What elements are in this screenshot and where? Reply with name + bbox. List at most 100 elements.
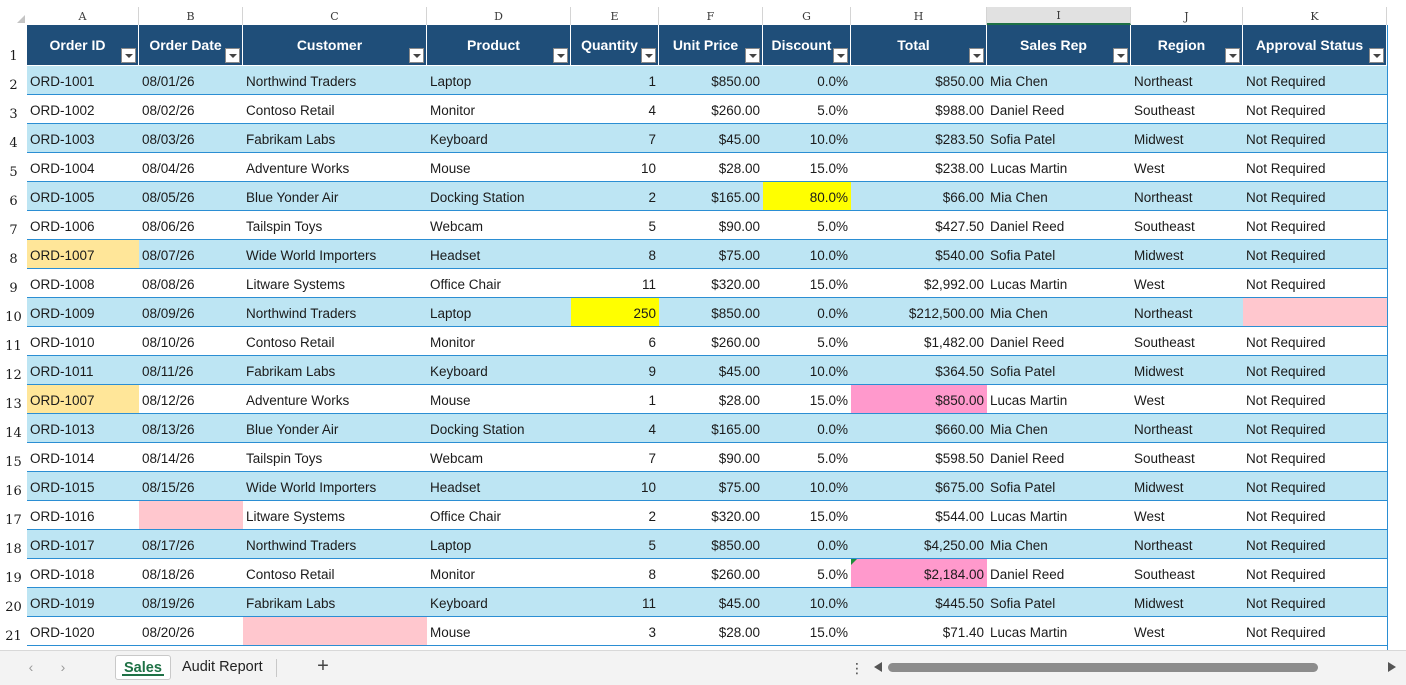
header-discount[interactable]: Discount bbox=[763, 25, 851, 65]
cell-h13[interactable]: $850.00 bbox=[851, 385, 987, 414]
cell-g13[interactable]: 15.0% bbox=[763, 385, 851, 414]
select-all-corner[interactable] bbox=[0, 7, 27, 25]
cell-h11[interactable]: $1,482.00 bbox=[851, 327, 987, 356]
filter-dropdown-icon[interactable] bbox=[1225, 48, 1240, 63]
cell-f2[interactable]: $850.00 bbox=[659, 66, 763, 95]
cell-c16[interactable]: Wide World Importers bbox=[243, 472, 427, 501]
cell-c4[interactable]: Fabrikam Labs bbox=[243, 124, 427, 153]
filter-dropdown-icon[interactable] bbox=[969, 48, 984, 63]
cell-h12[interactable]: $364.50 bbox=[851, 356, 987, 385]
header-region[interactable]: Region bbox=[1131, 25, 1243, 65]
cell-a11[interactable]: ORD-1010 bbox=[27, 327, 139, 356]
cell-c8[interactable]: Wide World Importers bbox=[243, 240, 427, 269]
cell-d12[interactable]: Keyboard bbox=[427, 356, 571, 385]
column-letter-g[interactable]: G bbox=[763, 7, 851, 25]
cell-h3[interactable]: $988.00 bbox=[851, 95, 987, 124]
cell-d14[interactable]: Docking Station bbox=[427, 414, 571, 443]
cell-j2[interactable]: Northeast bbox=[1131, 66, 1243, 95]
cell-f12[interactable]: $45.00 bbox=[659, 356, 763, 385]
row-number-17[interactable]: 17 bbox=[5, 513, 22, 528]
cell-j11[interactable]: Southeast bbox=[1131, 327, 1243, 356]
cell-h10[interactable]: $212,500.00 bbox=[851, 298, 987, 327]
row-number-8[interactable]: 8 bbox=[9, 252, 18, 267]
cell-a14[interactable]: ORD-1013 bbox=[27, 414, 139, 443]
cell-i20[interactable]: Sofia Patel bbox=[987, 588, 1131, 617]
cell-k8[interactable]: Not Required bbox=[1243, 240, 1387, 269]
cell-d11[interactable]: Monitor bbox=[427, 327, 571, 356]
cell-e10[interactable]: 250 bbox=[571, 298, 659, 327]
cell-c20[interactable]: Fabrikam Labs bbox=[243, 588, 427, 617]
cell-b13[interactable]: 08/12/26 bbox=[139, 385, 243, 414]
cell-a2[interactable]: ORD-1001 bbox=[27, 66, 139, 95]
cell-k5[interactable]: Not Required bbox=[1243, 153, 1387, 182]
cell-a4[interactable]: ORD-1003 bbox=[27, 124, 139, 153]
cell-c13[interactable]: Adventure Works bbox=[243, 385, 427, 414]
cell-c21[interactable] bbox=[243, 617, 427, 646]
cell-i13[interactable]: Lucas Martin bbox=[987, 385, 1131, 414]
cell-f8[interactable]: $75.00 bbox=[659, 240, 763, 269]
cell-h20[interactable]: $445.50 bbox=[851, 588, 987, 617]
cell-d13[interactable]: Mouse bbox=[427, 385, 571, 414]
cell-g17[interactable]: 15.0% bbox=[763, 501, 851, 530]
cell-b19[interactable]: 08/18/26 bbox=[139, 559, 243, 588]
cell-i18[interactable]: Mia Chen bbox=[987, 530, 1131, 559]
cell-f10[interactable]: $850.00 bbox=[659, 298, 763, 327]
cell-j19[interactable]: Southeast bbox=[1131, 559, 1243, 588]
cell-j10[interactable]: Northeast bbox=[1131, 298, 1243, 327]
cell-j3[interactable]: Southeast bbox=[1131, 95, 1243, 124]
vertical-ellipsis-icon[interactable]: ⋮ bbox=[850, 660, 864, 676]
cell-d17[interactable]: Office Chair bbox=[427, 501, 571, 530]
horizontal-scrollbar-thumb[interactable] bbox=[888, 663, 1318, 672]
cell-e4[interactable]: 7 bbox=[571, 124, 659, 153]
cell-k11[interactable]: Not Required bbox=[1243, 327, 1387, 356]
cell-h18[interactable]: $4,250.00 bbox=[851, 530, 987, 559]
cell-g16[interactable]: 10.0% bbox=[763, 472, 851, 501]
cell-b20[interactable]: 08/19/26 bbox=[139, 588, 243, 617]
row-number-12[interactable]: 12 bbox=[5, 368, 22, 383]
row-number-4[interactable]: 4 bbox=[9, 136, 18, 151]
cell-f3[interactable]: $260.00 bbox=[659, 95, 763, 124]
cell-c5[interactable]: Adventure Works bbox=[243, 153, 427, 182]
cell-b7[interactable]: 08/06/26 bbox=[139, 211, 243, 240]
cell-k18[interactable]: Not Required bbox=[1243, 530, 1387, 559]
cell-b18[interactable]: 08/17/26 bbox=[139, 530, 243, 559]
cell-b12[interactable]: 08/11/26 bbox=[139, 356, 243, 385]
cell-h19[interactable]: $2,184.00 bbox=[851, 559, 987, 588]
cell-b3[interactable]: 08/02/26 bbox=[139, 95, 243, 124]
cell-a12[interactable]: ORD-1011 bbox=[27, 356, 139, 385]
cell-c9[interactable]: Litware Systems bbox=[243, 269, 427, 298]
cell-f4[interactable]: $45.00 bbox=[659, 124, 763, 153]
cell-i14[interactable]: Mia Chen bbox=[987, 414, 1131, 443]
cell-a6[interactable]: ORD-1005 bbox=[27, 182, 139, 211]
cell-g14[interactable]: 0.0% bbox=[763, 414, 851, 443]
cell-i19[interactable]: Daniel Reed bbox=[987, 559, 1131, 588]
cell-k9[interactable]: Not Required bbox=[1243, 269, 1387, 298]
cell-e7[interactable]: 5 bbox=[571, 211, 659, 240]
cell-b21[interactable]: 08/20/26 bbox=[139, 617, 243, 646]
cell-k17[interactable]: Not Required bbox=[1243, 501, 1387, 530]
cell-i15[interactable]: Daniel Reed bbox=[987, 443, 1131, 472]
cell-b8[interactable]: 08/07/26 bbox=[139, 240, 243, 269]
cell-d19[interactable]: Monitor bbox=[427, 559, 571, 588]
cell-j5[interactable]: West bbox=[1131, 153, 1243, 182]
cell-e11[interactable]: 6 bbox=[571, 327, 659, 356]
column-letter-d[interactable]: D bbox=[427, 7, 571, 25]
row-number-5[interactable]: 5 bbox=[9, 165, 18, 180]
cell-a3[interactable]: ORD-1002 bbox=[27, 95, 139, 124]
cell-k15[interactable]: Not Required bbox=[1243, 443, 1387, 472]
cell-b5[interactable]: 08/04/26 bbox=[139, 153, 243, 182]
cell-d10[interactable]: Laptop bbox=[427, 298, 571, 327]
header-order-date[interactable]: Order Date bbox=[139, 25, 243, 65]
header-customer[interactable]: Customer bbox=[243, 25, 427, 65]
cell-e19[interactable]: 8 bbox=[571, 559, 659, 588]
cell-j21[interactable]: West bbox=[1131, 617, 1243, 646]
cell-f7[interactable]: $90.00 bbox=[659, 211, 763, 240]
cell-k19[interactable]: Not Required bbox=[1243, 559, 1387, 588]
cell-i12[interactable]: Sofia Patel bbox=[987, 356, 1131, 385]
cell-a17[interactable]: ORD-1016 bbox=[27, 501, 139, 530]
cell-g6[interactable]: 80.0% bbox=[763, 182, 851, 211]
cell-a21[interactable]: ORD-1020 bbox=[27, 617, 139, 646]
cell-j17[interactable]: West bbox=[1131, 501, 1243, 530]
cell-e21[interactable]: 3 bbox=[571, 617, 659, 646]
